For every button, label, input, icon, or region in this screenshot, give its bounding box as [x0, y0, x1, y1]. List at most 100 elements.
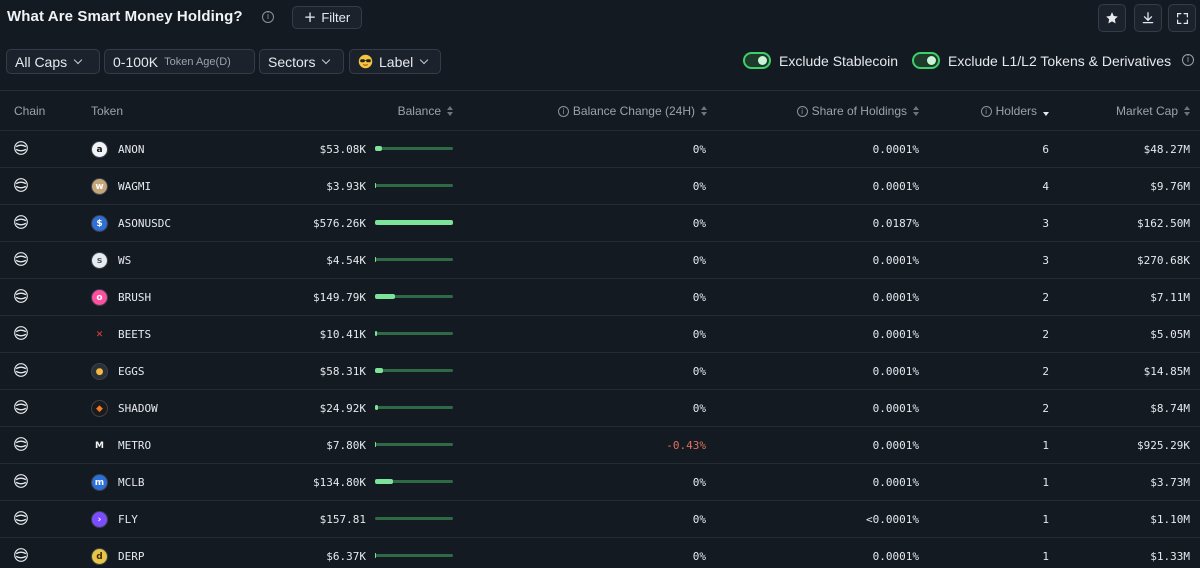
balance-value: $134.80K	[313, 476, 366, 489]
fullscreen-button[interactable]	[1168, 4, 1196, 32]
shadow-icon: ◆	[91, 400, 108, 417]
share-of-holdings-value: 0.0187%	[872, 217, 919, 230]
table-row[interactable]: M METRO $7.80K -0.43% 0.0001% 1 $925.29K	[0, 426, 1200, 463]
balance-bar	[375, 442, 453, 447]
more-info-icon[interactable]: i	[1182, 54, 1194, 66]
token-symbol[interactable]: ASONUSDC	[118, 217, 171, 230]
holders-count: 1	[1042, 550, 1049, 563]
balance-value: $7.80K	[326, 439, 366, 452]
share-of-holdings-value: 0.0001%	[872, 402, 919, 415]
add-filter-button[interactable]: + Filter	[292, 6, 362, 29]
beets-icon: ✕	[95, 329, 104, 340]
balance-bar-fill	[375, 442, 376, 447]
column-holders-label: Holders	[995, 104, 1037, 118]
info-icon[interactable]: i	[262, 11, 274, 23]
expand-icon	[1176, 12, 1188, 24]
share-of-holdings-value: 0.0001%	[872, 439, 919, 452]
favorite-button[interactable]	[1098, 4, 1126, 32]
balance-bar	[375, 146, 453, 151]
balance-bar-fill	[375, 405, 379, 410]
column-header-market-cap[interactable]: Market Cap	[1116, 104, 1190, 118]
caps-dropdown-label: All Caps	[15, 53, 68, 70]
balance-value: $157.81	[319, 513, 366, 526]
token-symbol[interactable]: FLY	[118, 513, 138, 526]
balance-change-value: 0%	[692, 254, 706, 267]
table-row[interactable]: ◆ SHADOW $24.92K 0% 0.0001% 2 $8.74M	[0, 389, 1200, 426]
info-icon: i	[557, 105, 569, 117]
sonic-chain-icon	[14, 178, 28, 192]
token-age-filter[interactable]: 0-100K Token Age(D)	[104, 49, 255, 74]
column-header-holders[interactable]: i Holders	[980, 104, 1049, 118]
token-symbol[interactable]: ANON	[118, 143, 145, 156]
sectors-dropdown-label: Sectors	[268, 53, 316, 70]
token-symbol[interactable]: WAGMI	[118, 180, 152, 193]
wagmi-icon: w	[91, 178, 108, 195]
balance-bar	[375, 405, 453, 410]
holders-count: 1	[1042, 513, 1049, 526]
sort-descending-icon	[1043, 106, 1049, 116]
market-cap-value: $48.27M	[1143, 143, 1190, 156]
balance-change-value: 0%	[692, 476, 706, 489]
token-symbol[interactable]: WS	[118, 254, 132, 267]
token-symbol[interactable]: BRUSH	[118, 291, 152, 304]
caps-dropdown[interactable]: All Caps	[6, 49, 100, 74]
balance-value: $3.93K	[326, 180, 366, 193]
table-row[interactable]: w WAGMI $3.93K 0% 0.0001% 4 $9.76M	[0, 167, 1200, 204]
table-row[interactable]: › FLY $157.81 0% <0.0001% 1 $1.10M	[0, 500, 1200, 537]
balance-bar-fill	[375, 294, 396, 299]
holders-count: 1	[1042, 476, 1049, 489]
token-symbol[interactable]: EGGS	[118, 365, 145, 378]
token-age-label: Token Age(D)	[164, 55, 231, 68]
token-symbol[interactable]: DERP	[118, 550, 145, 563]
balance-change-value: 0%	[692, 217, 706, 230]
exclude-l1l2-toggle[interactable]	[912, 52, 940, 69]
exclude-stablecoin-toggle[interactable]	[743, 52, 771, 69]
column-token-label: Token	[91, 104, 124, 118]
market-cap-value: $270.68K	[1137, 254, 1190, 267]
holders-count: 2	[1042, 291, 1049, 304]
label-dropdown[interactable]: Label	[349, 49, 441, 74]
table-row[interactable]: s WS $4.54K 0% 0.0001% 3 $270.68K	[0, 241, 1200, 278]
token-symbol[interactable]: SHADOW	[118, 402, 158, 415]
table-row[interactable]: ● EGGS $58.31K 0% 0.0001% 2 $14.85M	[0, 352, 1200, 389]
sectors-dropdown[interactable]: Sectors	[259, 49, 344, 74]
balance-value: $10.41K	[319, 328, 366, 341]
download-button[interactable]	[1134, 4, 1162, 32]
table-row[interactable]: d DERP $6.37K 0% 0.0001% 1 $1.33M	[0, 537, 1200, 568]
balance-bar	[375, 479, 453, 484]
table-row[interactable]: o BRUSH $149.79K 0% 0.0001% 2 $7.11M	[0, 278, 1200, 315]
balance-value: $24.92K	[319, 402, 366, 415]
sort-icon	[447, 106, 453, 116]
filter-toolbar: All Caps 0-100K Token Age(D) Sectors Lab…	[0, 49, 1200, 75]
share-of-holdings-value: 0.0001%	[872, 328, 919, 341]
sonic-chain-icon	[14, 363, 28, 377]
column-header-chain: Chain	[14, 104, 45, 118]
column-share-label: Share of Holdings	[811, 104, 907, 118]
derp-icon: d	[91, 548, 108, 565]
ws-icon: s	[91, 252, 108, 269]
chevron-down-icon	[322, 55, 331, 64]
sonic-chain-icon	[14, 252, 28, 266]
sort-icon	[1184, 106, 1190, 116]
column-header-balance[interactable]: Balance	[398, 104, 453, 118]
balance-bar-fill	[375, 331, 377, 336]
token-symbol[interactable]: METRO	[118, 439, 152, 452]
balance-change-value: 0%	[692, 328, 706, 341]
balance-change-value: 0%	[692, 143, 706, 156]
column-header-balance-change[interactable]: i Balance Change (24H)	[557, 104, 707, 118]
balance-value: $149.79K	[313, 291, 366, 304]
holders-count: 4	[1042, 180, 1049, 193]
sonic-chain-icon	[14, 326, 28, 340]
sonic-chain-icon	[14, 437, 28, 451]
table-row[interactable]: $ ASONUSDC $576.26K 0% 0.0187% 3 $162.50M	[0, 204, 1200, 241]
column-header-share[interactable]: i Share of Holdings	[796, 104, 919, 118]
table-row[interactable]: a ANON $53.08K 0% 0.0001% 6 $48.27M	[0, 130, 1200, 167]
balance-change-value: 0%	[692, 180, 706, 193]
token-symbol[interactable]: BEETS	[118, 328, 152, 341]
holders-count: 1	[1042, 439, 1049, 452]
table-body: a ANON $53.08K 0% 0.0001% 6 $48.27M w WAGMI $3.93…	[0, 130, 1200, 568]
table-row[interactable]: m MCLB $134.80K 0% 0.0001% 1 $3.73M	[0, 463, 1200, 500]
balance-bar	[375, 553, 453, 558]
token-symbol[interactable]: MCLB	[118, 476, 145, 489]
table-row[interactable]: ✕ BEETS $10.41K 0% 0.0001% 2 $5.05M	[0, 315, 1200, 352]
